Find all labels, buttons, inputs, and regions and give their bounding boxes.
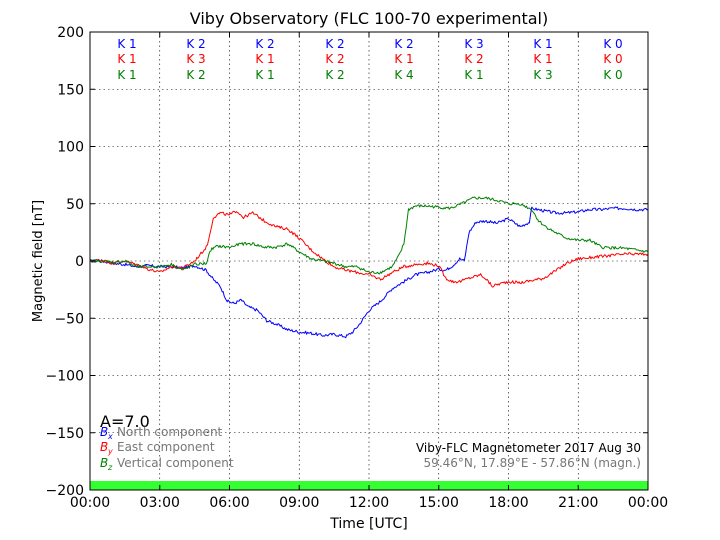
k-index-value: K 3 (186, 52, 205, 66)
k-index-value: K 1 (255, 52, 274, 66)
k-index-value: K 2 (255, 37, 274, 51)
series-line-vertical-component (89, 196, 649, 275)
legend-symbol: B (100, 456, 108, 470)
y-tick-label: −150 (46, 426, 84, 442)
k-index-value: K 1 (117, 68, 136, 82)
legend-label: North component (117, 425, 223, 439)
k-index-value: K 1 (533, 37, 552, 51)
y-tick-label: 50 (66, 197, 84, 213)
k-index-value: K 1 (117, 52, 136, 66)
k-index-value: K 1 (533, 52, 552, 66)
y-tick-label: −100 (46, 369, 84, 385)
legend-subscript: z (107, 463, 113, 472)
x-tick-label: 06:00 (209, 495, 249, 511)
k-index-value: K 2 (325, 68, 344, 82)
k-index-value: K 0 (603, 37, 622, 51)
legend-subscript: y (107, 447, 113, 456)
x-tick-label: 09:00 (279, 495, 319, 511)
k-index-value: K 2 (394, 37, 413, 51)
k-index-value: K 2 (325, 52, 344, 66)
legend-label: Vertical component (117, 456, 234, 470)
info-line-2: 59.46°N, 17.89°E - 57.86°N (magn.) (424, 456, 641, 470)
x-tick-label: 03:00 (140, 495, 180, 511)
info-line-1: Viby-FLC Magnetometer 2017 Aug 30 (416, 441, 641, 455)
legend-label: East component (117, 440, 215, 454)
legend-symbol: B (100, 440, 108, 454)
x-axis-label: Time [UTC] (329, 516, 407, 532)
x-tick-label: 18:00 (488, 495, 528, 511)
a-index: A=7.0 (100, 412, 150, 431)
k-index-value: K 1 (117, 37, 136, 51)
y-axis-label: Magnetic field [nT] (31, 200, 46, 322)
x-tick-label: 21:00 (558, 495, 598, 511)
k-index-value: K 3 (464, 37, 483, 51)
x-tick-label: 15:00 (419, 495, 459, 511)
x-tick-label: 00:00 (628, 495, 668, 511)
legend-symbol: B (100, 425, 108, 439)
k-index-value: K 2 (186, 68, 205, 82)
k-index-value: K 2 (464, 52, 483, 66)
k-index-value: K 0 (603, 68, 622, 82)
chart-title: Viby Observatory (FLC 100-70 experimenta… (190, 9, 549, 28)
y-tick-label: −200 (46, 483, 84, 499)
x-tick-label: 12:00 (349, 495, 389, 511)
y-tick-label: 0 (75, 254, 84, 270)
k-index-value: K 2 (325, 37, 344, 51)
y-tick-label: 100 (57, 140, 84, 156)
y-tick-label: 200 (57, 25, 84, 41)
k-index-value: K 4 (394, 68, 413, 82)
k-index-value: K 1 (394, 52, 413, 66)
k-index-value: K 1 (255, 68, 274, 82)
axis-ticks: 00:00 03:00 06:00 09:00 12:00 15:00 18:00 21:00… (46, 25, 669, 511)
legend-subscript: x (107, 432, 113, 441)
k-index-value: K 3 (533, 68, 552, 82)
k-index-value: K 1 (464, 68, 483, 82)
y-tick-label: −50 (54, 311, 84, 327)
grid (90, 32, 648, 490)
series-line-east-component (89, 210, 649, 288)
k-index-value: K 0 (603, 52, 622, 66)
k-index-value: K 2 (186, 37, 205, 51)
x-tick-label: 00:00 (70, 495, 110, 511)
series-lines (89, 196, 649, 339)
y-tick-label: 150 (57, 82, 84, 98)
